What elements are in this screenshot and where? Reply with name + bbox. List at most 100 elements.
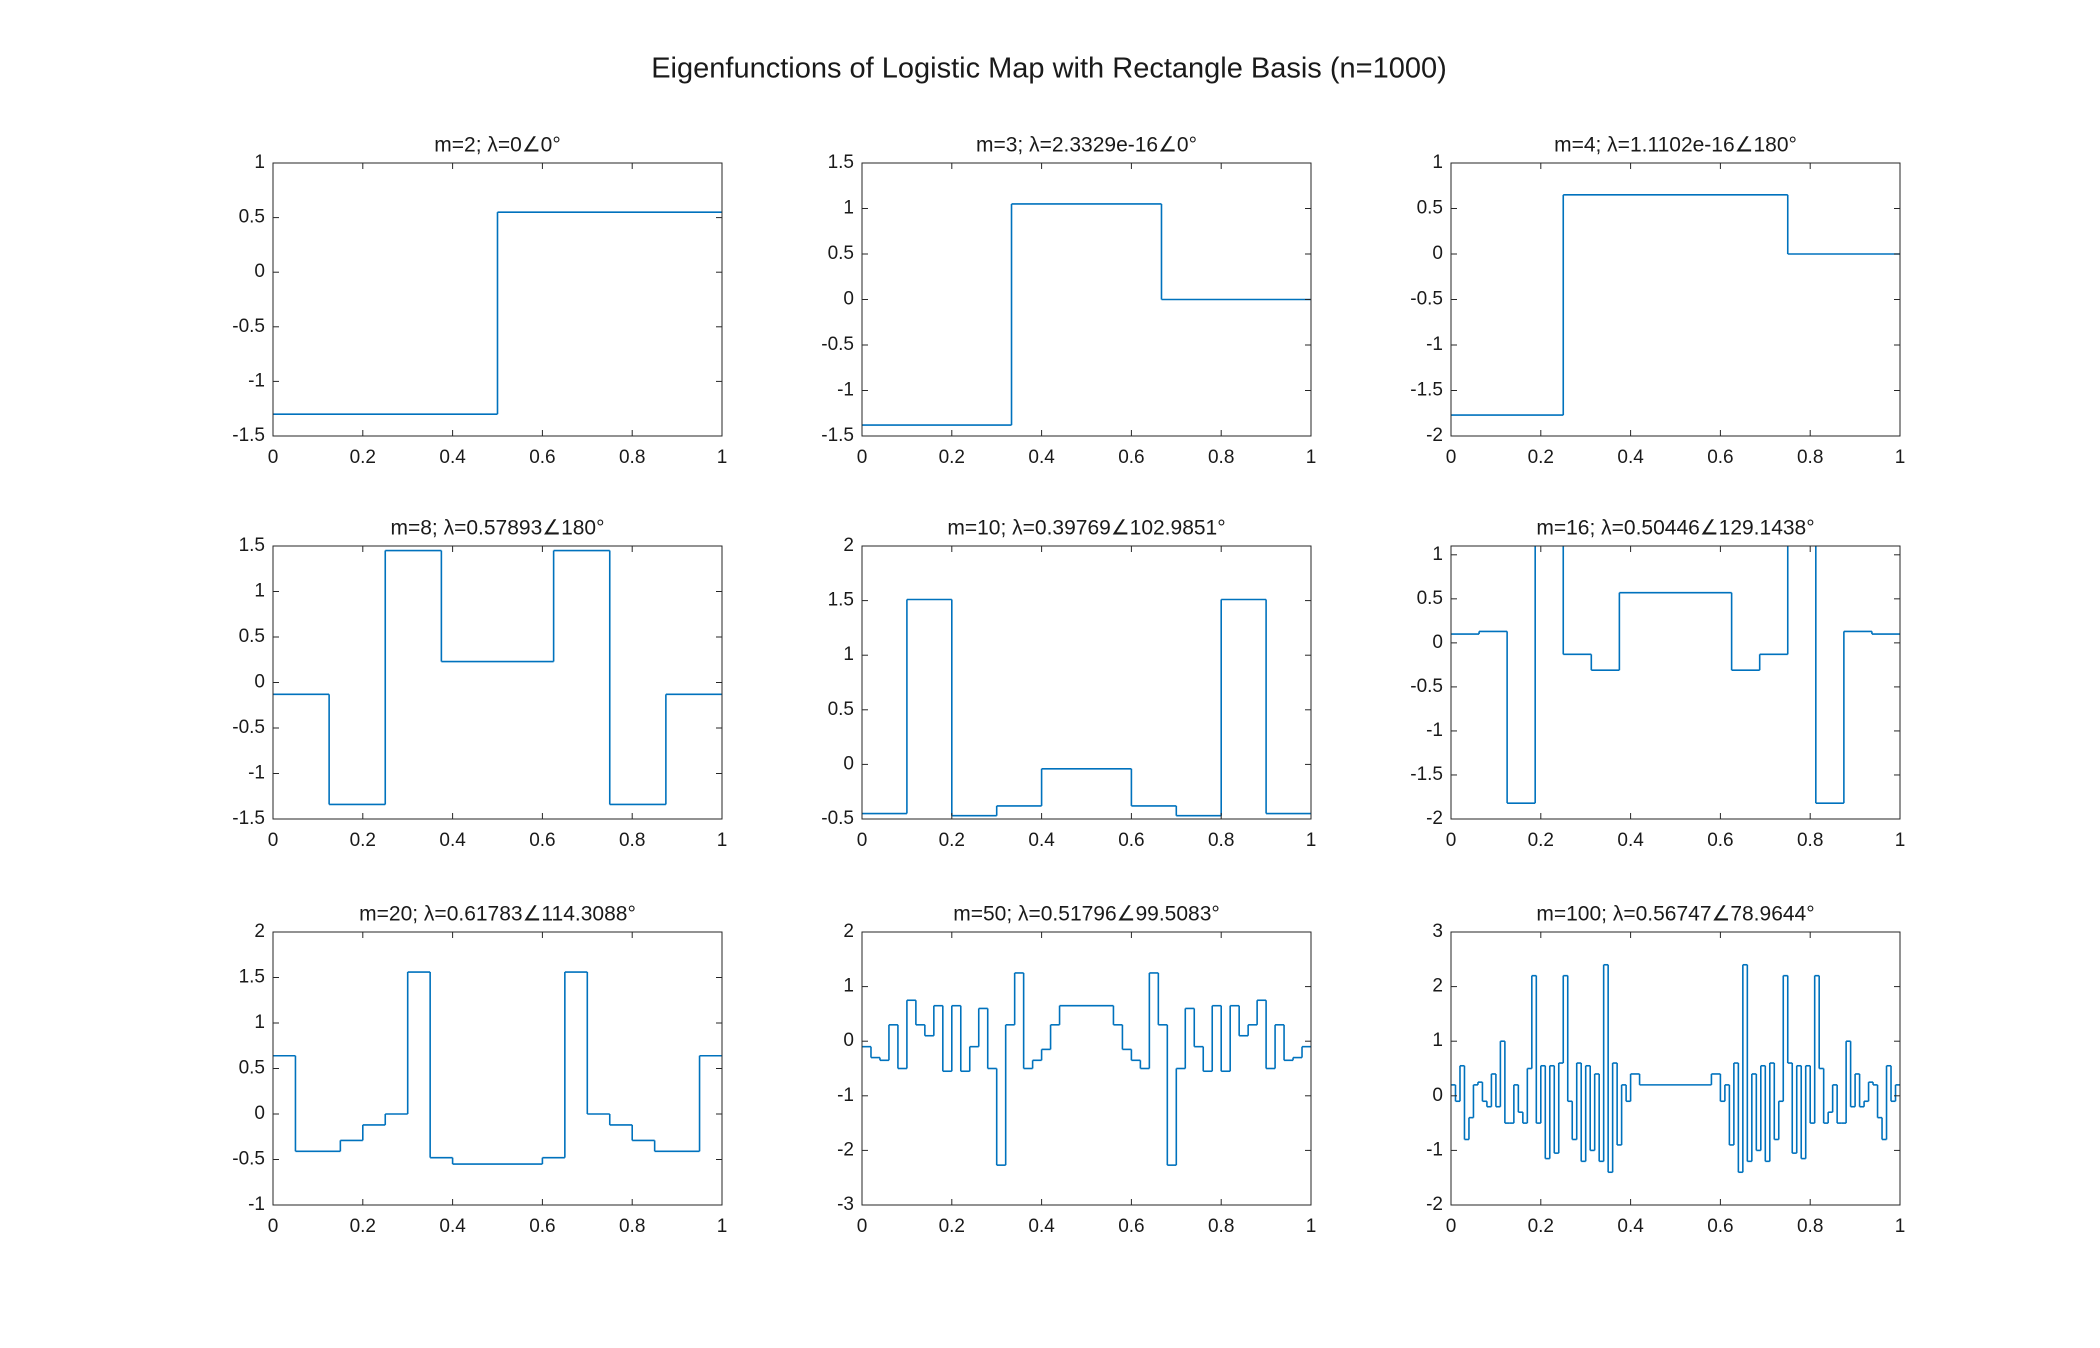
x-tick-label: 0.2 xyxy=(350,447,376,468)
y-tick-label: 3 xyxy=(1432,921,1443,942)
subplot-title: m=4; λ=1.1102e-16∠180° xyxy=(1554,134,1797,157)
x-tick-label: 0.8 xyxy=(1208,830,1234,851)
x-tick-label: 0.8 xyxy=(619,830,645,851)
x-tick-label: 1 xyxy=(1895,1216,1906,1237)
y-tick-label: 1 xyxy=(254,152,265,173)
subplot-title: m=10; λ=0.39769∠102.9851° xyxy=(947,517,1225,540)
x-tick-label: 0 xyxy=(268,447,279,468)
y-tick-label: -2 xyxy=(1426,808,1443,829)
subplot: 0 0.2 0.4 0.6 0.8 1 -1.5 -1 -0.5 0 0.5 1 1.5 m=3; λ=2… xyxy=(821,134,1316,468)
x-tick-label: 1 xyxy=(1895,447,1906,468)
y-tick-label: 0 xyxy=(1432,632,1443,653)
subplot-title: m=20; λ=0.61783∠114.3088° xyxy=(359,903,636,926)
y-tick-label: 0 xyxy=(254,261,265,282)
axes-box xyxy=(1450,545,1901,820)
x-tick-label: 0.8 xyxy=(619,1216,645,1237)
x-tick-label: 0.4 xyxy=(1028,447,1055,468)
axes-box xyxy=(272,162,723,437)
y-tick-label: 0.5 xyxy=(239,1058,265,1079)
y-tick-label: 0 xyxy=(1432,1085,1443,1106)
y-tick-label: -2 xyxy=(837,1139,854,1160)
x-tick-label: 0 xyxy=(857,447,868,468)
x-tick-label: 0.4 xyxy=(439,447,466,468)
x-tick-label: 0 xyxy=(268,1216,279,1237)
x-tick-label: 0.6 xyxy=(1707,830,1733,851)
x-tick-label: 0 xyxy=(857,1216,868,1237)
x-tick-label: 0.8 xyxy=(1208,447,1234,468)
y-tick-label: -0.5 xyxy=(232,316,265,337)
y-tick-label: 1 xyxy=(1432,544,1443,565)
x-tick-label: 0.6 xyxy=(529,1216,555,1237)
x-tick-label: 0 xyxy=(1446,1216,1457,1237)
y-tick-label: 1.5 xyxy=(239,967,265,988)
y-tick-label: -1 xyxy=(837,380,854,401)
y-tick-label: 1.5 xyxy=(828,152,854,173)
x-tick-label: 1 xyxy=(717,830,728,851)
y-tick-label: 0 xyxy=(843,753,854,774)
x-tick-label: 0.8 xyxy=(1797,830,1823,851)
y-tick-label: -1.5 xyxy=(232,808,265,829)
plot-area xyxy=(862,972,1311,1166)
x-tick-label: 0.6 xyxy=(1707,1216,1733,1237)
subplot-title: m=16; λ=0.50446∠129.1438° xyxy=(1536,517,1814,540)
x-tick-label: 1 xyxy=(717,447,728,468)
y-tick-label: -3 xyxy=(837,1194,854,1215)
x-tick-label: 0.6 xyxy=(529,830,555,851)
axes-background xyxy=(862,546,1311,819)
x-tick-label: 0.2 xyxy=(1528,830,1554,851)
y-tick-label: 2 xyxy=(843,535,854,556)
x-tick-label: 1 xyxy=(1895,830,1906,851)
plot-area xyxy=(273,971,722,1165)
x-tick-label: 0.4 xyxy=(1028,830,1055,851)
subplot: 0 0.2 0.4 0.6 0.8 1 -1.5 -1 -0.5 0 0.5 1 m=2; λ=0∠0° xyxy=(232,134,727,468)
y-tick-label: -1.5 xyxy=(821,425,854,446)
axes-background xyxy=(273,546,722,819)
subplot: 0 0.2 0.4 0.6 0.8 1 -2 -1.5 -1 -0.5 0 0.5 1 m=16; λ=0… xyxy=(1410,517,1905,851)
x-tick-label: 0.4 xyxy=(439,830,466,851)
y-tick-label: -0.5 xyxy=(1410,676,1443,697)
y-tick-label: 0 xyxy=(1432,243,1443,264)
plot-area xyxy=(1451,546,1900,804)
y-tick-label: -1 xyxy=(248,370,265,391)
x-tick-label: 0.6 xyxy=(529,447,555,468)
y-tick-label: -1 xyxy=(1426,334,1443,355)
y-tick-label: 1 xyxy=(254,581,265,602)
y-tick-label: 1 xyxy=(843,644,854,665)
x-tick-label: 1 xyxy=(1306,447,1317,468)
subplot-title: m=2; λ=0∠0° xyxy=(434,134,560,157)
x-tick-label: 0.4 xyxy=(1617,830,1644,851)
y-tick-label: 0.5 xyxy=(828,699,854,720)
subplot-title: m=100; λ=0.56747∠78.9644° xyxy=(1536,903,1814,926)
y-tick-label: -1 xyxy=(248,1194,265,1215)
x-tick-label: 0.2 xyxy=(1528,447,1554,468)
x-tick-label: 0.2 xyxy=(1528,1216,1554,1237)
figure-title: Eigenfunctions of Logistic Map with Rect… xyxy=(651,53,1447,85)
plot-area xyxy=(1451,194,1900,416)
y-tick-label: -0.5 xyxy=(232,1149,265,1170)
x-tick-label: 0 xyxy=(1446,830,1457,851)
y-tick-label: -1 xyxy=(1426,1139,1443,1160)
axes-box xyxy=(1450,931,1901,1206)
x-tick-label: 0 xyxy=(1446,447,1457,468)
x-tick-label: 0.6 xyxy=(1118,830,1144,851)
x-tick-label: 0.6 xyxy=(1707,447,1733,468)
y-tick-label: -1 xyxy=(837,1085,854,1106)
axes-box xyxy=(861,545,1312,820)
y-tick-label: 2 xyxy=(843,921,854,942)
y-tick-label: 0.5 xyxy=(239,207,265,228)
y-tick-label: -0.5 xyxy=(232,717,265,738)
y-tick-label: -1.5 xyxy=(1410,380,1443,401)
subplot: 0 0.2 0.4 0.6 0.8 1 -3 -2 -1 0 1 2 m=50; λ=0.51796∠9… xyxy=(837,903,1316,1237)
subplot: 0 0.2 0.4 0.6 0.8 1 -1.5 -1 -0.5 0 0.5 1 1.5 m=8; λ=0… xyxy=(232,517,727,851)
y-tick-label: -0.5 xyxy=(821,808,854,829)
plot-area xyxy=(1451,963,1900,1174)
plot-area xyxy=(273,211,722,415)
x-tick-label: 1 xyxy=(1306,830,1317,851)
y-tick-label: -1.5 xyxy=(232,425,265,446)
y-tick-label: 0.5 xyxy=(1417,198,1443,219)
x-tick-label: 0.2 xyxy=(350,1216,376,1237)
y-tick-label: -2 xyxy=(1426,1194,1443,1215)
y-tick-label: 0.5 xyxy=(1417,588,1443,609)
x-tick-label: 0.2 xyxy=(939,1216,965,1237)
